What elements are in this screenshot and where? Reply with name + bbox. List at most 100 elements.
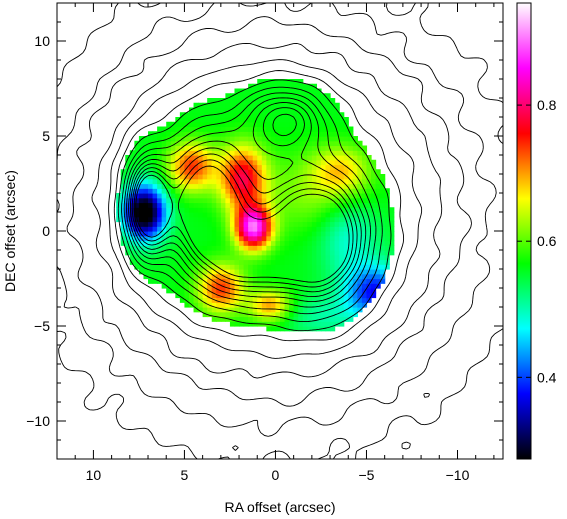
ratio-pixel — [307, 259, 313, 265]
ratio-pixel — [157, 159, 163, 166]
ratio-pixel — [298, 140, 304, 147]
ratio-pixel — [188, 254, 195, 261]
ratio-pixel — [161, 283, 167, 289]
ratio-pixel — [229, 183, 236, 189]
ratio-pixel — [325, 231, 331, 237]
ratio-pixel — [261, 183, 267, 189]
ratio-pixel — [325, 250, 331, 256]
ratio-pixel — [284, 107, 290, 113]
ratio-pixel — [343, 174, 349, 180]
ratio-pixel — [216, 311, 222, 318]
ratio-pixel — [270, 164, 277, 170]
ratio-pixel — [220, 150, 226, 156]
ratio-pixel — [248, 183, 254, 189]
ratio-pixel — [298, 269, 304, 275]
ratio-pixel — [275, 259, 281, 265]
ratio-pixel — [280, 202, 286, 208]
ratio-pixel — [302, 159, 308, 166]
ratio-pixel — [307, 292, 313, 299]
ratio-pixel — [361, 183, 368, 189]
ratio-pixel — [161, 216, 167, 223]
ratio-pixel — [307, 311, 313, 318]
ratio-pixel — [211, 188, 217, 194]
ratio-pixel — [320, 126, 327, 132]
ratio-pixel — [161, 231, 167, 237]
ratio-pixel — [261, 98, 267, 104]
ratio-pixel — [220, 169, 226, 175]
ratio-pixel — [193, 164, 199, 170]
ratio-pixel — [284, 178, 290, 185]
ratio-pixel — [193, 117, 199, 123]
ratio-pixel — [211, 221, 217, 227]
ratio-pixel — [129, 174, 135, 180]
ratio-pixel — [239, 264, 245, 270]
ratio-pixel — [129, 240, 135, 246]
ratio-pixel — [216, 278, 222, 284]
ratio-pixel — [207, 307, 213, 313]
ratio-pixel — [248, 292, 254, 299]
ratio-pixel — [211, 126, 217, 132]
ratio-pixel — [252, 121, 258, 128]
ratio-pixel — [211, 231, 217, 237]
ratio-pixel — [284, 269, 290, 275]
ratio-pixel — [298, 216, 304, 223]
ratio-pixel — [152, 264, 158, 270]
ratio-pixel — [325, 278, 331, 284]
ratio-pixel — [280, 221, 286, 227]
ratio-pixel — [184, 193, 190, 199]
ratio-pixel — [311, 264, 318, 270]
ratio-pixel — [211, 216, 217, 223]
ratio-pixel — [193, 107, 199, 113]
ratio-pixel — [389, 216, 395, 223]
ratio-pixel — [239, 212, 245, 218]
ratio-pixel — [289, 79, 295, 85]
contour-level — [108, 59, 423, 359]
ratio-pixel — [302, 288, 308, 294]
ratio-pixel — [334, 197, 340, 204]
ratio-pixel — [266, 126, 272, 132]
ratio-pixel — [320, 169, 327, 175]
ratio-pixel — [280, 131, 286, 137]
ratio-pixel — [257, 197, 263, 204]
ratio-pixel — [270, 307, 277, 313]
ratio-pixel — [134, 254, 140, 261]
ratio-pixel — [193, 250, 199, 256]
ratio-pixel — [275, 155, 281, 161]
ratio-pixel — [188, 288, 195, 294]
ratio-pixel — [261, 79, 267, 85]
ratio-pixel — [211, 307, 217, 313]
ratio-pixel — [138, 216, 145, 223]
ratio-pixel — [198, 259, 204, 265]
ratio-pixel — [348, 212, 354, 218]
ratio-pixel — [320, 216, 327, 223]
ratio-pixel — [330, 316, 336, 322]
ratio-pixel — [134, 145, 140, 151]
ratio-pixel — [311, 288, 318, 294]
ratio-pixel — [184, 169, 190, 175]
ratio-pixel — [289, 235, 295, 242]
ratio-pixel — [243, 150, 249, 156]
ratio-pixel — [257, 231, 263, 237]
ratio-pixel — [366, 250, 372, 256]
ratio-pixel — [334, 102, 340, 109]
ratio-pixel — [266, 231, 272, 237]
ratio-pixel — [248, 150, 254, 156]
ratio-pixel — [207, 207, 213, 213]
ratio-pixel — [175, 164, 181, 170]
ratio-pixel — [248, 254, 254, 261]
ratio-pixel — [302, 254, 308, 261]
ratio-pixel — [316, 250, 322, 256]
ratio-pixel — [293, 136, 299, 142]
ratio-pixel — [225, 221, 231, 227]
ratio-pixel — [325, 321, 331, 327]
ratio-pixel — [339, 164, 345, 170]
ratio-pixel — [234, 226, 240, 232]
ratio-pixel — [325, 216, 331, 223]
ratio-pixel — [220, 136, 226, 142]
ratio-pixel — [375, 254, 381, 261]
ratio-pixel — [202, 145, 208, 151]
ratio-pixel — [202, 121, 208, 128]
ratio-pixel — [216, 235, 222, 242]
ratio-pixel — [352, 221, 358, 227]
ratio-pixel — [316, 117, 322, 123]
